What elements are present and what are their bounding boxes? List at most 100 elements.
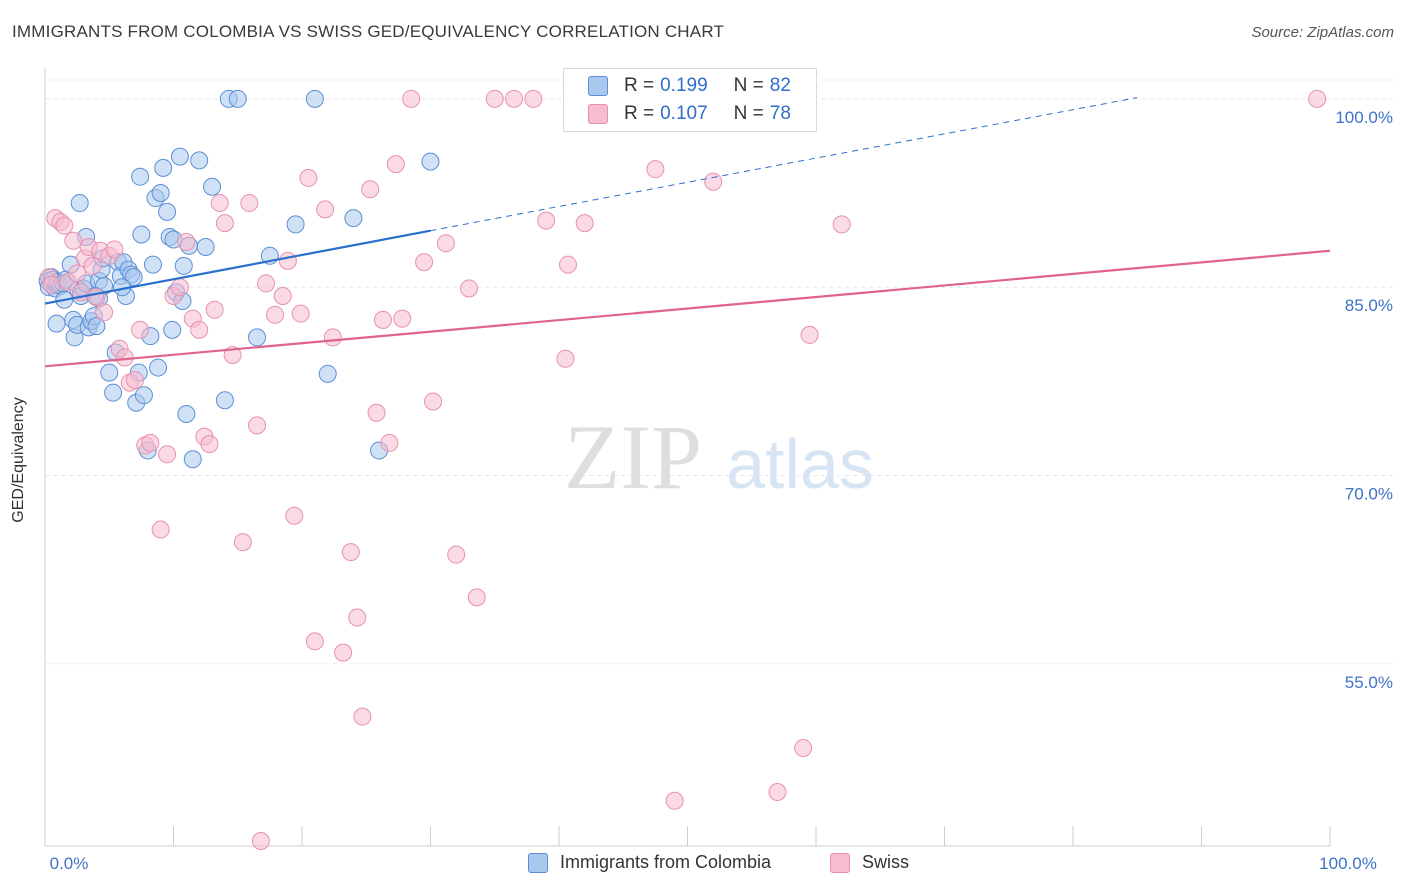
point-colombia bbox=[318, 364, 337, 383]
y-tick-label: 70.0% bbox=[1345, 485, 1393, 504]
point-swiss bbox=[248, 416, 267, 435]
point-swiss bbox=[200, 435, 219, 454]
point-swiss bbox=[68, 264, 87, 283]
point-colombia bbox=[132, 225, 151, 244]
point-swiss bbox=[341, 543, 360, 562]
point-swiss bbox=[386, 155, 405, 174]
legend-n-label: N = bbox=[733, 103, 764, 124]
point-swiss bbox=[402, 89, 421, 108]
bottom-legend-swatch-swiss bbox=[830, 852, 850, 873]
point-swiss bbox=[105, 240, 124, 259]
point-swiss bbox=[87, 288, 106, 307]
point-swiss bbox=[1308, 89, 1327, 108]
y-tick-label: 55.0% bbox=[1345, 673, 1393, 692]
point-swiss bbox=[393, 309, 412, 328]
point-swiss bbox=[273, 286, 292, 305]
point-swiss bbox=[415, 253, 434, 272]
point-colombia bbox=[170, 147, 189, 166]
series-swiss-points bbox=[39, 89, 1327, 850]
point-swiss bbox=[64, 231, 83, 250]
point-swiss bbox=[646, 160, 665, 179]
legend-n-label: N = bbox=[733, 75, 764, 96]
legend: R = 0.199 N = 82 R = 0.107 N = 78 bbox=[563, 68, 817, 132]
y-tick-label: 100.0% bbox=[1335, 108, 1393, 127]
point-colombia bbox=[70, 194, 89, 213]
point-colombia bbox=[100, 363, 119, 382]
point-swiss bbox=[665, 791, 684, 810]
gridlines bbox=[45, 79, 1395, 665]
point-colombia bbox=[196, 238, 215, 257]
tick-labels: 100.0% 85.0% 70.0% 55.0% 0.0% 100.0% bbox=[50, 108, 1393, 873]
point-swiss bbox=[205, 300, 224, 319]
point-colombia bbox=[203, 177, 222, 196]
bottom-legend-label-swiss: Swiss bbox=[862, 852, 910, 872]
watermark: ZIP atlas bbox=[564, 406, 874, 508]
point-swiss bbox=[485, 89, 504, 108]
point-swiss bbox=[285, 506, 304, 525]
point-swiss bbox=[704, 172, 723, 191]
point-swiss bbox=[460, 279, 479, 298]
point-swiss bbox=[373, 310, 392, 329]
point-swiss bbox=[215, 214, 234, 233]
point-swiss bbox=[323, 328, 342, 347]
point-swiss bbox=[240, 194, 259, 213]
point-swiss bbox=[210, 194, 229, 213]
point-swiss bbox=[558, 255, 577, 274]
trend-line-colombia-extension bbox=[430, 97, 1138, 232]
point-swiss bbox=[151, 520, 170, 539]
point-colombia bbox=[183, 450, 202, 469]
point-colombia bbox=[47, 314, 66, 333]
bottom-legend-swatch-colombia bbox=[528, 852, 548, 873]
point-colombia bbox=[134, 386, 153, 405]
bottom-legend-label-colombia: Immigrants from Colombia bbox=[560, 852, 772, 872]
point-swiss bbox=[353, 707, 372, 726]
chart-title: IMMIGRANTS FROM COLOMBIA VS SWISS GED/EQ… bbox=[12, 22, 725, 41]
point-swiss bbox=[505, 89, 524, 108]
point-colombia bbox=[151, 184, 170, 203]
point-colombia bbox=[158, 202, 177, 221]
point-colombia bbox=[149, 358, 168, 377]
point-swiss bbox=[334, 643, 353, 662]
point-swiss bbox=[42, 275, 61, 294]
point-colombia bbox=[174, 256, 193, 275]
point-colombia bbox=[344, 209, 363, 228]
legend-r-label: R = bbox=[624, 103, 655, 124]
point-swiss bbox=[251, 831, 270, 850]
point-colombia bbox=[228, 89, 247, 108]
point-swiss bbox=[367, 403, 386, 422]
point-colombia bbox=[154, 158, 173, 177]
trend-line-colombia bbox=[44, 229, 431, 305]
point-swiss bbox=[257, 274, 276, 293]
point-swiss bbox=[348, 608, 367, 627]
point-swiss bbox=[291, 304, 310, 323]
legend-n-value: 78 bbox=[769, 103, 791, 124]
bottom-legend: Immigrants from Colombia Swiss bbox=[0, 852, 1406, 878]
point-colombia bbox=[286, 215, 305, 234]
legend-row-colombia: R = 0.199 N = 82 bbox=[588, 73, 791, 99]
point-swiss bbox=[158, 445, 177, 464]
bottom-legend-swiss: Swiss bbox=[830, 852, 909, 873]
legend-n-value: 82 bbox=[769, 75, 791, 96]
point-colombia bbox=[163, 320, 182, 339]
legend-row-swiss: R = 0.107 N = 78 bbox=[588, 101, 791, 127]
legend-swatch-swiss bbox=[588, 104, 608, 124]
point-swiss bbox=[447, 545, 466, 564]
x-tick-label: 0.0% bbox=[50, 854, 89, 873]
point-colombia bbox=[104, 383, 123, 402]
point-swiss bbox=[380, 433, 399, 452]
point-colombia bbox=[421, 152, 440, 171]
point-swiss bbox=[467, 588, 486, 607]
point-colombia bbox=[177, 405, 196, 424]
bottom-legend-colombia: Immigrants from Colombia bbox=[528, 852, 771, 873]
point-colombia bbox=[87, 317, 106, 336]
trend-lines bbox=[44, 97, 1331, 368]
point-swiss bbox=[177, 232, 196, 251]
point-swiss bbox=[55, 216, 74, 235]
point-colombia bbox=[305, 89, 324, 108]
y-axis-label: GED/Equivalency bbox=[10, 397, 27, 523]
x-tick-label: 100.0% bbox=[1319, 854, 1377, 873]
point-swiss bbox=[266, 305, 285, 324]
legend-swatch-colombia bbox=[588, 76, 608, 96]
point-colombia bbox=[131, 167, 150, 186]
